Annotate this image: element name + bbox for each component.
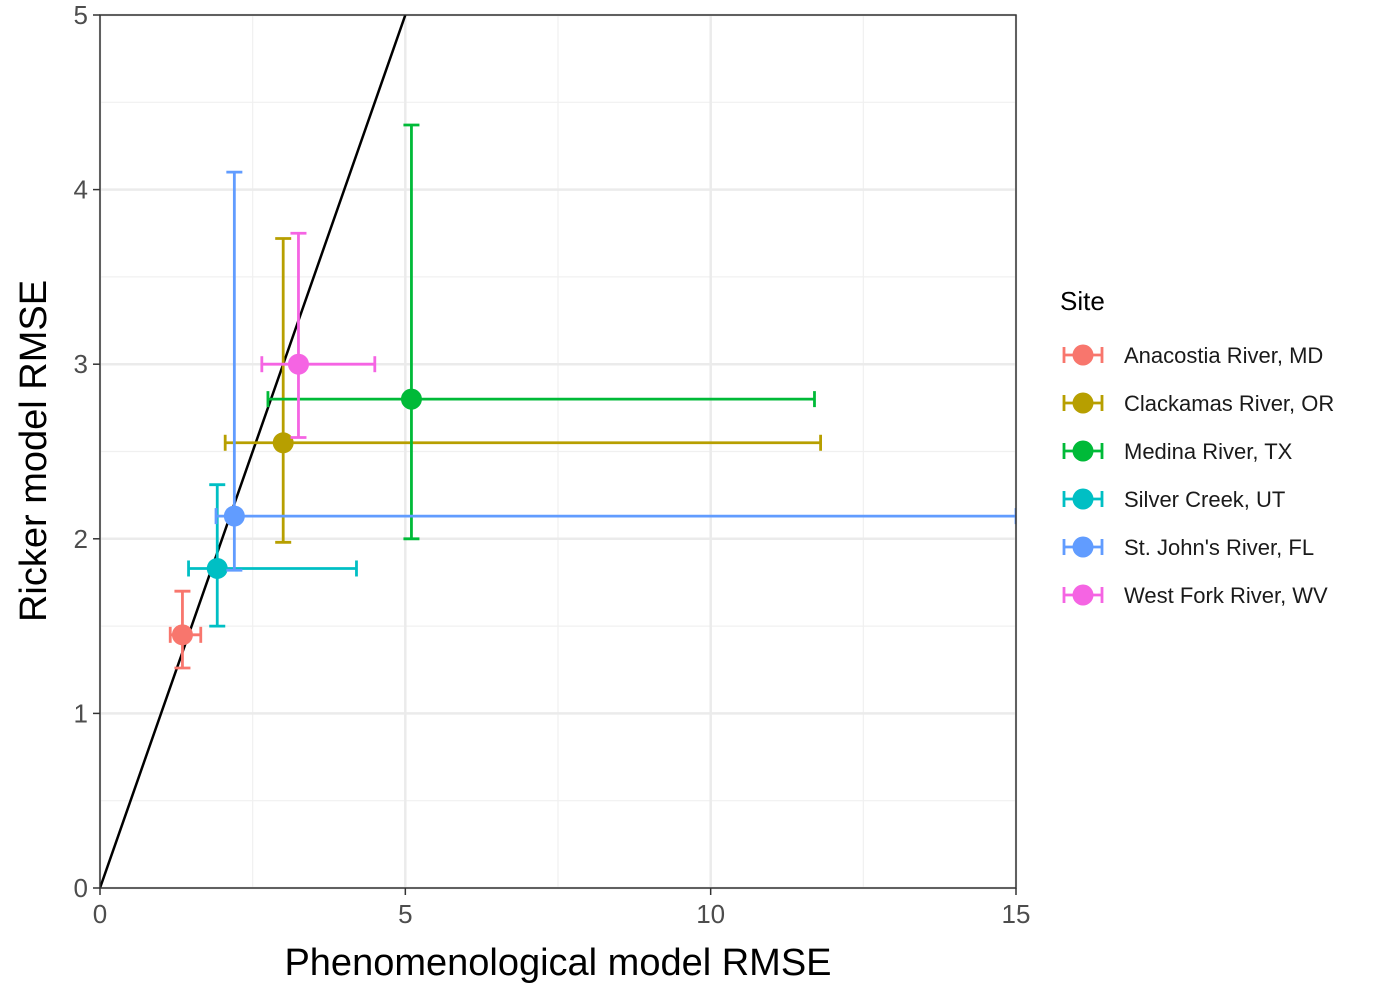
data-point — [171, 624, 193, 646]
data-point — [206, 557, 228, 579]
y-tick-label: 2 — [74, 524, 88, 554]
series-group — [260, 231, 377, 439]
axis-ticks: 0 5 10 15 0 1 2 3 4 5 — [74, 0, 1031, 929]
legend-key-point — [1072, 488, 1094, 510]
plot-panel-border — [99, 14, 1017, 889]
y-tick-label: 3 — [74, 349, 88, 379]
legend-label: Anacostia River, MD — [1124, 343, 1323, 368]
legend-key-point — [1072, 344, 1094, 366]
legend-item: St. John's River, FL — [1062, 535, 1314, 560]
x-tick-label: 0 — [93, 899, 107, 929]
series-group — [168, 589, 203, 670]
legend-key-point — [1072, 584, 1094, 606]
data-point — [287, 353, 309, 375]
series-group — [214, 170, 1016, 572]
legend-key-point — [1072, 536, 1094, 558]
series-group — [266, 123, 816, 541]
legend-title: Site — [1060, 286, 1105, 316]
y-tick-label: 4 — [74, 175, 88, 205]
legend-label: Medina River, TX — [1124, 439, 1293, 464]
reference-line-group — [100, 15, 407, 888]
x-tick-label: 15 — [1002, 899, 1031, 929]
y-tick-label: 1 — [74, 698, 88, 728]
reference-line — [100, 15, 407, 888]
data-point — [223, 505, 245, 527]
x-tick-label: 5 — [398, 899, 412, 929]
legend-item: Clackamas River, OR — [1062, 391, 1334, 416]
legend-label: Silver Creek, UT — [1124, 487, 1285, 512]
minor-gridlines — [100, 15, 1016, 888]
legend-item: Silver Creek, UT — [1062, 487, 1285, 512]
legend-label: Clackamas River, OR — [1124, 391, 1334, 416]
y-tick-label: 5 — [74, 0, 88, 30]
series-group — [223, 237, 822, 544]
legend-item: West Fork River, WV — [1062, 583, 1328, 608]
x-axis-title: Phenomenological model RMSE — [284, 942, 831, 984]
legend-label: St. John's River, FL — [1124, 535, 1314, 560]
legend: Anacostia River, MD Clackamas River, OR Me… — [1062, 343, 1334, 608]
data-marks — [168, 123, 1016, 670]
x-tick-label: 10 — [696, 899, 725, 929]
legend-key-point — [1072, 392, 1094, 414]
legend-key-point — [1072, 440, 1094, 462]
data-point — [400, 388, 422, 410]
data-point — [272, 432, 294, 454]
legend-item: Medina River, TX — [1062, 439, 1293, 464]
y-tick-label: 0 — [74, 873, 88, 903]
y-axis-title: Ricker model RMSE — [13, 280, 55, 622]
series-group — [187, 483, 358, 628]
legend-label: West Fork River, WV — [1124, 583, 1328, 608]
legend-item: Anacostia River, MD — [1062, 343, 1323, 368]
